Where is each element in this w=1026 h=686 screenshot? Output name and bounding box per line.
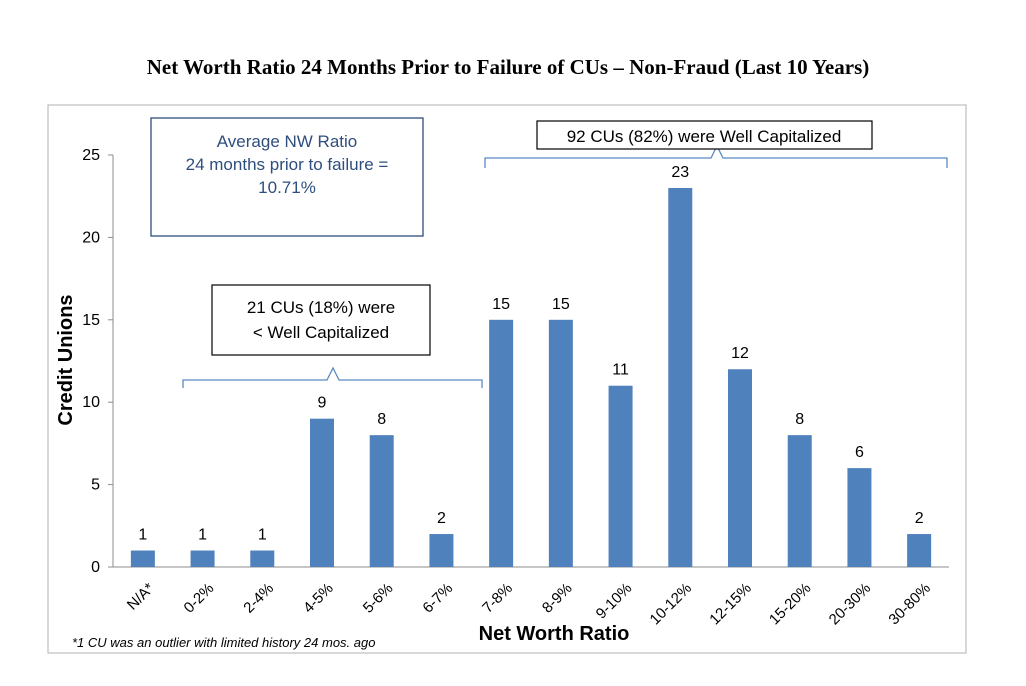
x-tick-label: 0-2%	[181, 580, 218, 617]
x-tick-label: 4-5%	[300, 580, 337, 617]
bar-0-2%	[190, 550, 215, 567]
bar-4-5%	[310, 418, 334, 567]
x-tick-label: 8-9%	[539, 580, 576, 617]
well-capitalized-box	[536, 120, 873, 150]
y-tick-label: 20	[82, 229, 100, 246]
data-label: 9	[318, 395, 327, 412]
bar-9-10%	[608, 385, 633, 567]
y-tick-label: 15	[82, 312, 100, 329]
well-box-line-1: 92 CUs (82%) were Well Capitalized	[567, 127, 842, 146]
data-label: 15	[552, 296, 570, 313]
under-capitalized-box	[211, 284, 431, 356]
x-tick-label: 15-20%	[766, 580, 815, 629]
x-tick-label: 2-4%	[240, 580, 277, 617]
x-tick-label: 10-12%	[647, 580, 696, 629]
bar-30-80%	[907, 534, 932, 567]
x-axis-ticks: N/A* 0-2% 2-4% 4-5% 5-6% 6-7% 7-8% 8-9% 9-10% 10-…	[124, 580, 934, 629]
chart-frame	[47, 104, 967, 654]
bars	[130, 187, 932, 567]
x-tick-label: 7-8%	[479, 580, 516, 617]
bar-12-15%	[728, 369, 752, 567]
y-axis-title: Credit Unions	[55, 294, 77, 425]
bar-10-12%	[668, 187, 693, 567]
y-tick-label: 10	[82, 394, 100, 411]
bar-N/A*	[130, 550, 155, 567]
x-tick-label: N/A*	[124, 580, 158, 614]
average-box-line-3: 10.71%	[258, 178, 316, 197]
data-label: 2	[437, 510, 446, 527]
bar-5-6%	[369, 435, 394, 567]
bar-6-7%	[429, 534, 454, 567]
data-label: 15	[492, 296, 510, 313]
x-tick-label: 6-7%	[419, 580, 456, 617]
under-box-line-1: 21 CUs (18%) were	[247, 298, 395, 317]
data-label: 12	[731, 345, 749, 362]
data-label: 8	[377, 411, 386, 428]
data-label: 2	[915, 510, 924, 527]
average-box-line-1: Average NW Ratio	[217, 132, 357, 151]
under-box-line-2: < Well Capitalized	[253, 323, 389, 342]
x-axis-title: Net Worth Ratio	[479, 623, 630, 645]
bar-15-20%	[787, 435, 812, 567]
average-box-line-2: 24 months prior to failure =	[186, 155, 389, 174]
x-tick-label: 30-80%	[885, 580, 934, 629]
bar-7-8%	[489, 319, 514, 567]
data-label: 1	[258, 527, 267, 544]
x-tick-label: 12-15%	[706, 580, 755, 629]
bar-2-4%	[250, 550, 275, 567]
y-tick-label: 25	[82, 147, 100, 164]
data-label: 1	[198, 527, 207, 544]
data-label: 23	[671, 164, 689, 181]
data-label: 8	[795, 411, 804, 428]
y-tick-label: 0	[91, 559, 100, 576]
data-label: 11	[612, 362, 629, 379]
footnote: *1 CU was an outlier with limited histor…	[72, 635, 375, 650]
bar-20-30%	[847, 468, 872, 567]
bar-8-9%	[548, 319, 573, 567]
data-label: 1	[138, 527, 147, 544]
under-capitalized-bracket	[182, 366, 483, 388]
chart-title: Net Worth Ratio 24 Months Prior to Failu…	[147, 55, 870, 79]
y-axis-ticks: 0 5 10 15 20 25	[82, 147, 113, 576]
average-nw-ratio-box	[150, 117, 424, 237]
data-label: 6	[855, 444, 864, 461]
x-tick-label: 5-6%	[360, 580, 397, 617]
x-tick-label: 9-10%	[593, 580, 636, 623]
x-tick-label: 20-30%	[826, 580, 875, 629]
y-tick-label: 5	[91, 477, 100, 494]
